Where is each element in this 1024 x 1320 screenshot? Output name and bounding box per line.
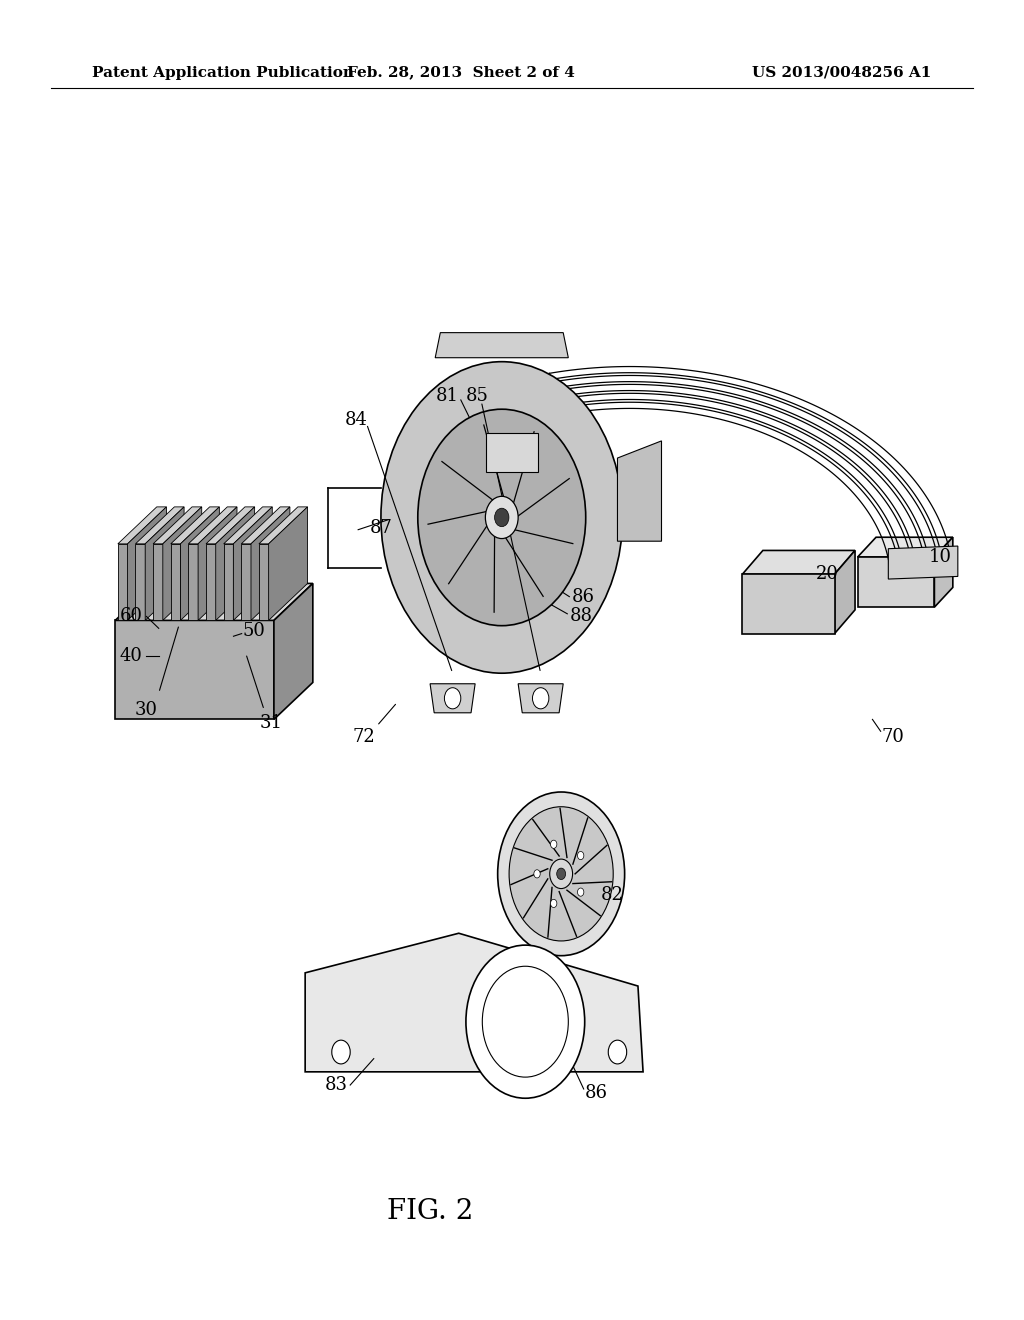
Circle shape <box>551 899 557 908</box>
Polygon shape <box>518 684 563 713</box>
Text: 30: 30 <box>135 701 158 719</box>
Polygon shape <box>115 620 274 719</box>
Polygon shape <box>163 507 202 620</box>
Circle shape <box>532 688 549 709</box>
Circle shape <box>551 840 557 849</box>
Polygon shape <box>216 507 255 620</box>
Polygon shape <box>617 441 662 541</box>
Text: 85: 85 <box>466 387 488 405</box>
Circle shape <box>509 807 613 941</box>
Polygon shape <box>223 544 233 620</box>
Circle shape <box>381 362 623 673</box>
Polygon shape <box>118 544 128 620</box>
Circle shape <box>466 945 585 1098</box>
Circle shape <box>444 688 461 709</box>
Polygon shape <box>128 507 167 620</box>
Polygon shape <box>242 507 290 544</box>
Polygon shape <box>115 583 313 620</box>
Polygon shape <box>259 544 268 620</box>
Polygon shape <box>154 507 202 544</box>
Polygon shape <box>171 507 219 544</box>
Circle shape <box>485 496 518 539</box>
Polygon shape <box>251 507 290 620</box>
Text: 72: 72 <box>352 727 375 746</box>
Circle shape <box>550 859 572 888</box>
Polygon shape <box>430 684 475 713</box>
Circle shape <box>578 851 584 859</box>
Text: 84: 84 <box>345 411 368 429</box>
Polygon shape <box>180 507 219 620</box>
Text: 10: 10 <box>929 548 951 566</box>
Text: 87: 87 <box>370 519 392 537</box>
Polygon shape <box>268 507 307 620</box>
Polygon shape <box>259 507 307 544</box>
Polygon shape <box>742 574 835 634</box>
Text: 86: 86 <box>572 587 595 606</box>
Text: Patent Application Publication: Patent Application Publication <box>92 66 354 79</box>
Polygon shape <box>188 507 237 544</box>
Polygon shape <box>223 507 272 544</box>
Polygon shape <box>858 557 934 607</box>
Circle shape <box>557 869 565 879</box>
Text: 20: 20 <box>816 565 839 583</box>
Text: 70: 70 <box>882 727 904 746</box>
Polygon shape <box>274 583 313 719</box>
Text: FIG. 2: FIG. 2 <box>387 1199 473 1225</box>
Text: 40: 40 <box>120 647 142 665</box>
Polygon shape <box>934 537 952 607</box>
Text: 81: 81 <box>436 387 459 405</box>
Polygon shape <box>242 544 251 620</box>
Circle shape <box>608 1040 627 1064</box>
Polygon shape <box>486 433 538 473</box>
Polygon shape <box>888 546 957 579</box>
Polygon shape <box>154 544 163 620</box>
Text: 86: 86 <box>585 1084 607 1102</box>
Polygon shape <box>835 550 855 634</box>
Polygon shape <box>188 544 198 620</box>
Polygon shape <box>145 507 184 620</box>
Text: 31: 31 <box>260 714 283 733</box>
Polygon shape <box>305 933 643 1072</box>
Polygon shape <box>233 507 272 620</box>
Circle shape <box>534 870 541 878</box>
Circle shape <box>418 409 586 626</box>
Text: 88: 88 <box>570 607 593 626</box>
Polygon shape <box>858 537 952 557</box>
Circle shape <box>578 888 584 896</box>
Polygon shape <box>435 333 568 358</box>
Polygon shape <box>135 507 184 544</box>
Circle shape <box>495 508 509 527</box>
Polygon shape <box>742 550 855 574</box>
Text: 60: 60 <box>120 607 142 626</box>
Polygon shape <box>118 507 167 544</box>
Text: 50: 50 <box>243 622 265 640</box>
Circle shape <box>498 792 625 956</box>
Circle shape <box>332 1040 350 1064</box>
Text: US 2013/0048256 A1: US 2013/0048256 A1 <box>753 66 932 79</box>
Text: 83: 83 <box>325 1076 347 1094</box>
Polygon shape <box>206 544 216 620</box>
Polygon shape <box>206 507 255 544</box>
Polygon shape <box>198 507 237 620</box>
Polygon shape <box>171 544 180 620</box>
Text: 82: 82 <box>601 886 624 904</box>
Polygon shape <box>135 544 145 620</box>
Text: Feb. 28, 2013  Sheet 2 of 4: Feb. 28, 2013 Sheet 2 of 4 <box>347 66 574 79</box>
